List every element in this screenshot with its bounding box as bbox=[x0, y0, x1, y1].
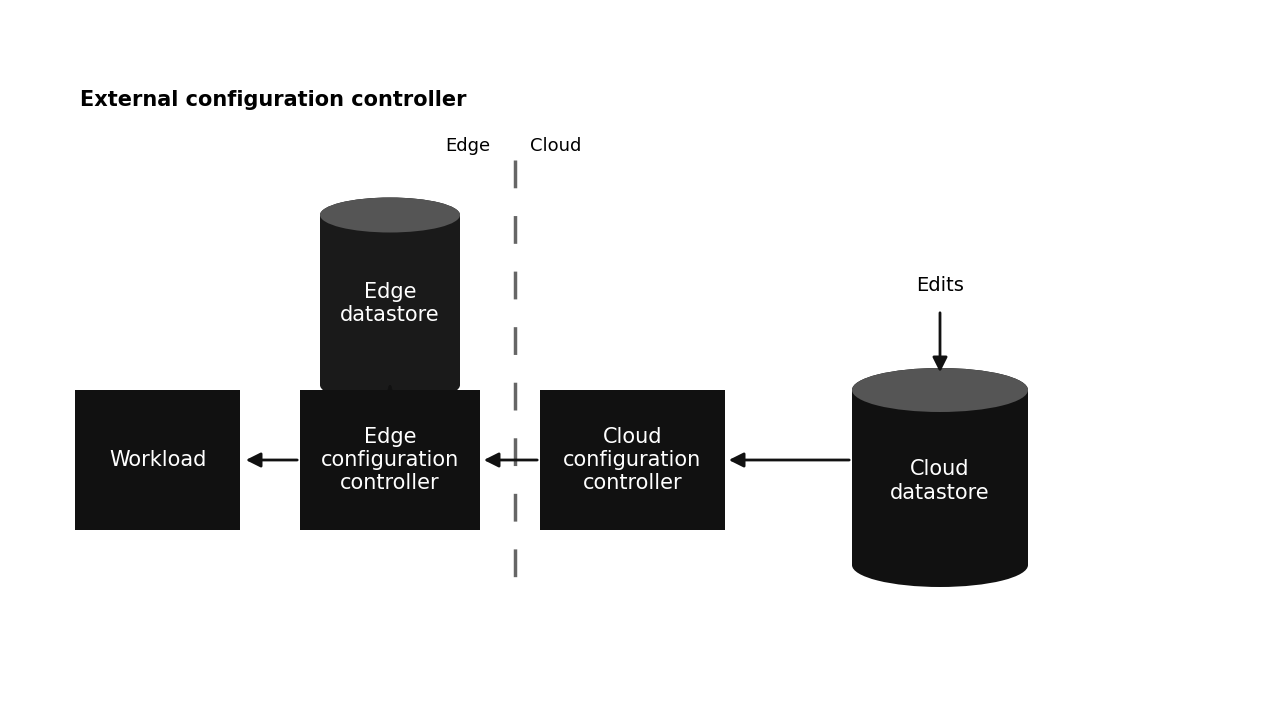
Ellipse shape bbox=[320, 197, 460, 233]
Text: Edge
datastore: Edge datastore bbox=[340, 282, 440, 325]
Bar bbox=[852, 390, 1028, 565]
Text: Cloud
datastore: Cloud datastore bbox=[890, 459, 989, 503]
Ellipse shape bbox=[852, 368, 1028, 412]
Bar bbox=[540, 390, 724, 530]
Ellipse shape bbox=[852, 368, 1028, 412]
Bar bbox=[300, 390, 480, 530]
Ellipse shape bbox=[320, 367, 460, 402]
Text: External configuration controller: External configuration controller bbox=[79, 90, 466, 110]
Bar bbox=[76, 390, 241, 530]
Ellipse shape bbox=[320, 197, 460, 233]
Ellipse shape bbox=[852, 543, 1028, 587]
Text: Cloud
configuration
controller: Cloud configuration controller bbox=[563, 427, 701, 493]
Bar bbox=[320, 215, 460, 385]
Text: Cloud: Cloud bbox=[530, 137, 581, 155]
Text: Edits: Edits bbox=[916, 276, 964, 295]
Text: Workload: Workload bbox=[109, 450, 206, 470]
Text: Edge
configuration
controller: Edge configuration controller bbox=[321, 427, 460, 493]
Text: Edge: Edge bbox=[445, 137, 490, 155]
